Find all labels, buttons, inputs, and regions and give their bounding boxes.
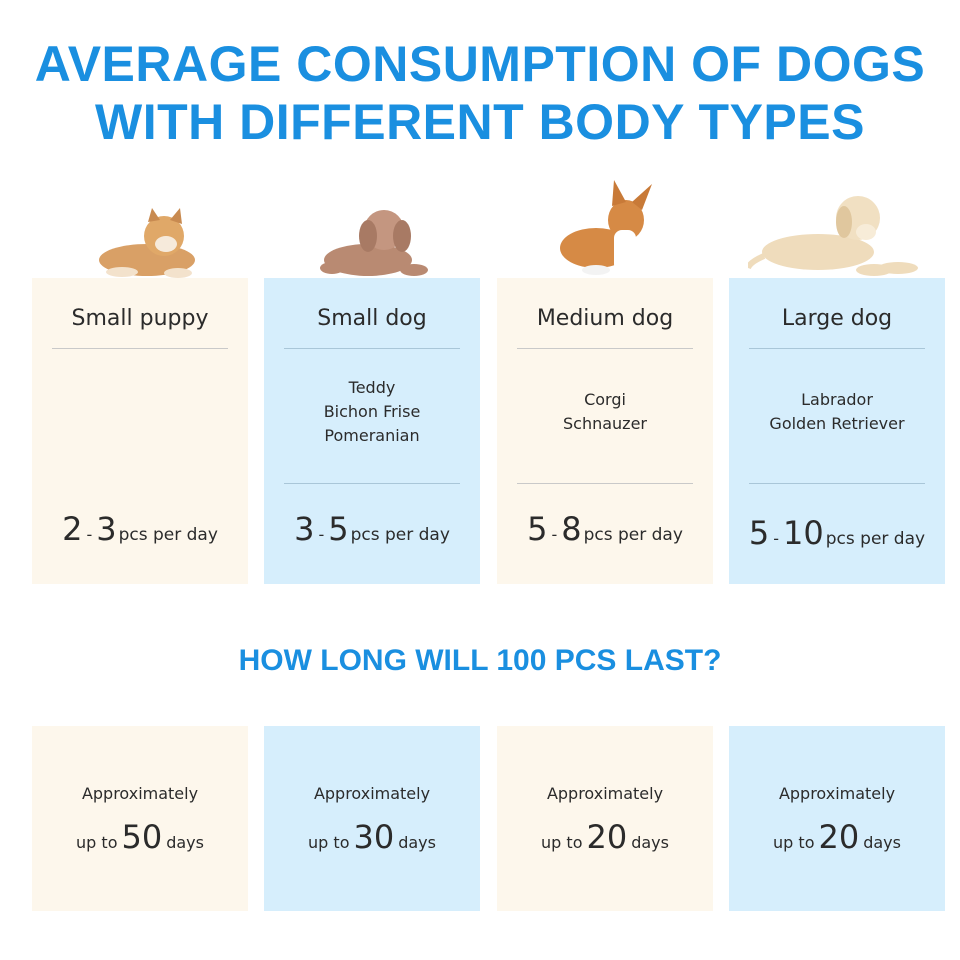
duration-value: up to 20 days xyxy=(497,818,713,856)
duration-unit: days xyxy=(631,833,669,852)
rate-dash: - xyxy=(318,525,325,544)
duration-prefix: up to xyxy=(773,833,815,852)
divider xyxy=(284,483,460,484)
breed: Bichon Frise xyxy=(323,402,421,421)
breed: Corgi xyxy=(584,390,626,409)
breed: Pomeranian xyxy=(324,426,420,445)
duration-prefix: up to xyxy=(541,833,583,852)
rate-dash: - xyxy=(773,529,780,548)
rate-unit: pcs per day xyxy=(825,529,926,549)
rate-min: 2 xyxy=(62,510,83,548)
divider xyxy=(284,348,460,349)
divider xyxy=(517,348,693,349)
page-title-line-1: AVERAGE CONSUMPTION OF DOGS xyxy=(34,36,926,92)
rate-min: 5 xyxy=(527,510,548,548)
duration-card-medium-dog: Approximately up to 20 days xyxy=(497,726,713,911)
card-small-puppy: Small puppy 2-3 pcs per day xyxy=(32,278,248,584)
breed: Golden Retriever xyxy=(769,414,905,433)
rate-max: 3 xyxy=(96,510,117,548)
breed-list: Teddy Bichon Frise Pomeranian xyxy=(264,376,480,448)
breed-list: Labrador Golden Retriever xyxy=(729,388,945,436)
approx-label: Approximately xyxy=(81,784,199,803)
duration-unit: days xyxy=(863,833,901,852)
duration-number: 50 xyxy=(121,818,163,856)
duration-prefix: up to xyxy=(308,833,350,852)
rate-max: 10 xyxy=(783,514,824,552)
approx-label: Approximately xyxy=(313,784,431,803)
rate-max: 5 xyxy=(328,510,349,548)
rate-dash: - xyxy=(86,525,93,544)
breed: Schnauzer xyxy=(563,414,647,433)
card-small-dog: Small dog Teddy Bichon Frise Pomeranian 3-… xyxy=(264,278,480,584)
duration-card-small-puppy: Approximately up to 50 days xyxy=(32,726,248,911)
category-name: Small dog xyxy=(317,306,427,331)
section-heading: HOW LONG WILL 100 PCS LAST? xyxy=(238,644,722,677)
shiba-puppy-image xyxy=(99,208,195,278)
consumption-rate: 3-5 pcs per day xyxy=(264,510,480,548)
rate-min: 3 xyxy=(294,510,315,548)
duration-card-large-dog: Approximately up to 20 days xyxy=(729,726,945,911)
consumption-rate: 5-10 pcs per day xyxy=(729,514,945,552)
breed-list: Corgi Schnauzer xyxy=(497,388,713,436)
duration-unit: days xyxy=(166,833,204,852)
rate-dash: - xyxy=(551,525,558,544)
duration-number: 20 xyxy=(586,818,628,856)
category-name: Small puppy xyxy=(71,306,209,331)
consumption-rate: 5-8 pcs per day xyxy=(497,510,713,548)
divider xyxy=(749,483,925,484)
duration-number: 30 xyxy=(353,818,395,856)
divider xyxy=(52,348,228,349)
breed: Teddy xyxy=(348,378,396,397)
duration-value: up to 50 days xyxy=(32,818,248,856)
corgi-image xyxy=(560,180,652,275)
card-large-dog: Large dog Labrador Golden Retriever 5-10 p… xyxy=(729,278,945,584)
duration-number: 20 xyxy=(818,818,860,856)
rate-min: 5 xyxy=(748,514,770,552)
duration-value: up to 30 days xyxy=(264,818,480,856)
duration-value: up to 20 days xyxy=(729,818,945,856)
consumption-rate: 2-3 pcs per day xyxy=(32,510,248,548)
approx-label: Approximately xyxy=(778,784,896,803)
category-name: Large dog xyxy=(781,306,893,331)
duration-card-small-dog: Approximately up to 30 days xyxy=(264,726,480,911)
labrador-image xyxy=(748,196,918,276)
duration-unit: days xyxy=(398,833,436,852)
breed: Labrador xyxy=(801,390,873,409)
category-name: Medium dog xyxy=(536,306,674,331)
card-medium-dog: Medium dog Corgi Schnauzer 5-8 pcs per day xyxy=(497,278,713,584)
duration-prefix: up to xyxy=(76,833,118,852)
approx-label: Approximately xyxy=(546,784,664,803)
rate-max: 8 xyxy=(561,510,582,548)
divider xyxy=(749,348,925,349)
rate-unit: pcs per day xyxy=(118,525,218,545)
poodle-image xyxy=(320,210,428,276)
page-title-line-2: WITH DIFFERENT BODY TYPES xyxy=(95,94,865,150)
rate-unit: pcs per day xyxy=(350,525,450,545)
divider xyxy=(517,483,693,484)
rate-unit: pcs per day xyxy=(583,525,683,545)
